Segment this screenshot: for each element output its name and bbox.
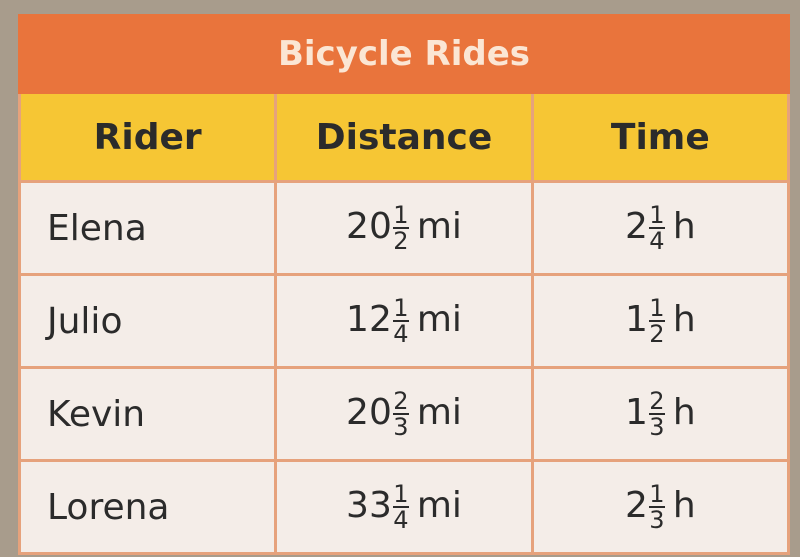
whole-number: 12 [346,299,392,340]
data-row: Kevin 20 2 3 mi 1 2 3 h [17,366,791,462]
numerator: 2 [649,387,665,415]
numerator: 1 [649,480,665,508]
denominator: 4 [393,506,409,534]
table-card: Bicycle Rides Rider Distance Time Elena 20 1… [17,14,791,555]
numerator: 2 [393,387,409,415]
unit: mi [416,299,462,340]
unit: h [672,299,696,340]
mixed-number-cell: 33 1 4 mi [274,459,534,555]
column-header: Distance [274,91,534,183]
fraction-bar [392,506,409,508]
unit: mi [416,206,462,247]
unit: mi [416,485,462,526]
header-row: Rider Distance Time [17,91,791,183]
rider-cell: Elena [17,180,278,276]
denominator: 3 [649,413,665,441]
numerator: 1 [393,480,409,508]
table-title: Bicycle Rides [18,14,790,94]
fraction-bar [392,227,409,229]
whole-number: 20 [346,392,392,433]
data-row: Julio 12 1 4 mi 1 1 2 h [17,273,791,369]
numerator: 1 [649,201,665,229]
unit: h [672,206,696,247]
denominator: 2 [649,320,665,348]
mixed-number-cell: 12 1 4 mi [274,273,534,369]
whole-number: 1 [624,299,648,340]
denominator: 4 [649,227,665,255]
whole-number: 2 [624,206,648,247]
denominator: 4 [393,320,409,348]
rider-cell: Kevin [17,366,278,462]
fraction-bar [392,413,409,415]
whole-number: 33 [346,485,392,526]
denominator: 3 [393,413,409,441]
data-row: Lorena 33 1 4 mi 2 1 3 h [17,459,791,555]
table: Bicycle Rides Rider Distance Time Elena 20 1… [17,14,791,555]
fraction-bar [392,320,409,322]
rider-cell: Julio [17,273,278,369]
column-header: Rider [17,91,278,183]
numerator: 1 [649,294,665,322]
whole-number: 1 [624,392,648,433]
rider-cell: Lorena [17,459,278,555]
denominator: 2 [393,227,409,255]
fraction-bar [648,227,665,229]
data-row: Elena 20 1 2 mi 2 1 4 h [17,180,791,276]
unit: mi [416,392,462,433]
numerator: 1 [393,201,409,229]
fraction-bar [648,506,665,508]
numerator: 1 [393,294,409,322]
column-header: Time [530,91,791,183]
denominator: 3 [649,506,665,534]
fraction-bar [648,413,665,415]
mixed-number-cell: 20 2 3 mi [274,366,534,462]
whole-number: 20 [346,206,392,247]
fraction-bar [648,320,665,322]
unit: h [672,392,696,433]
unit: h [672,485,696,526]
whole-number: 2 [624,485,648,526]
mixed-number-cell: 20 1 2 mi [274,180,534,276]
